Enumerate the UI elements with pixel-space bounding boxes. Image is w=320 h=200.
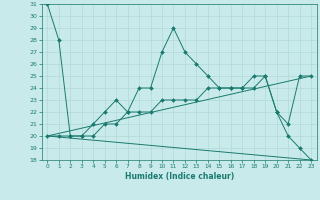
X-axis label: Humidex (Indice chaleur): Humidex (Indice chaleur) xyxy=(124,172,234,181)
